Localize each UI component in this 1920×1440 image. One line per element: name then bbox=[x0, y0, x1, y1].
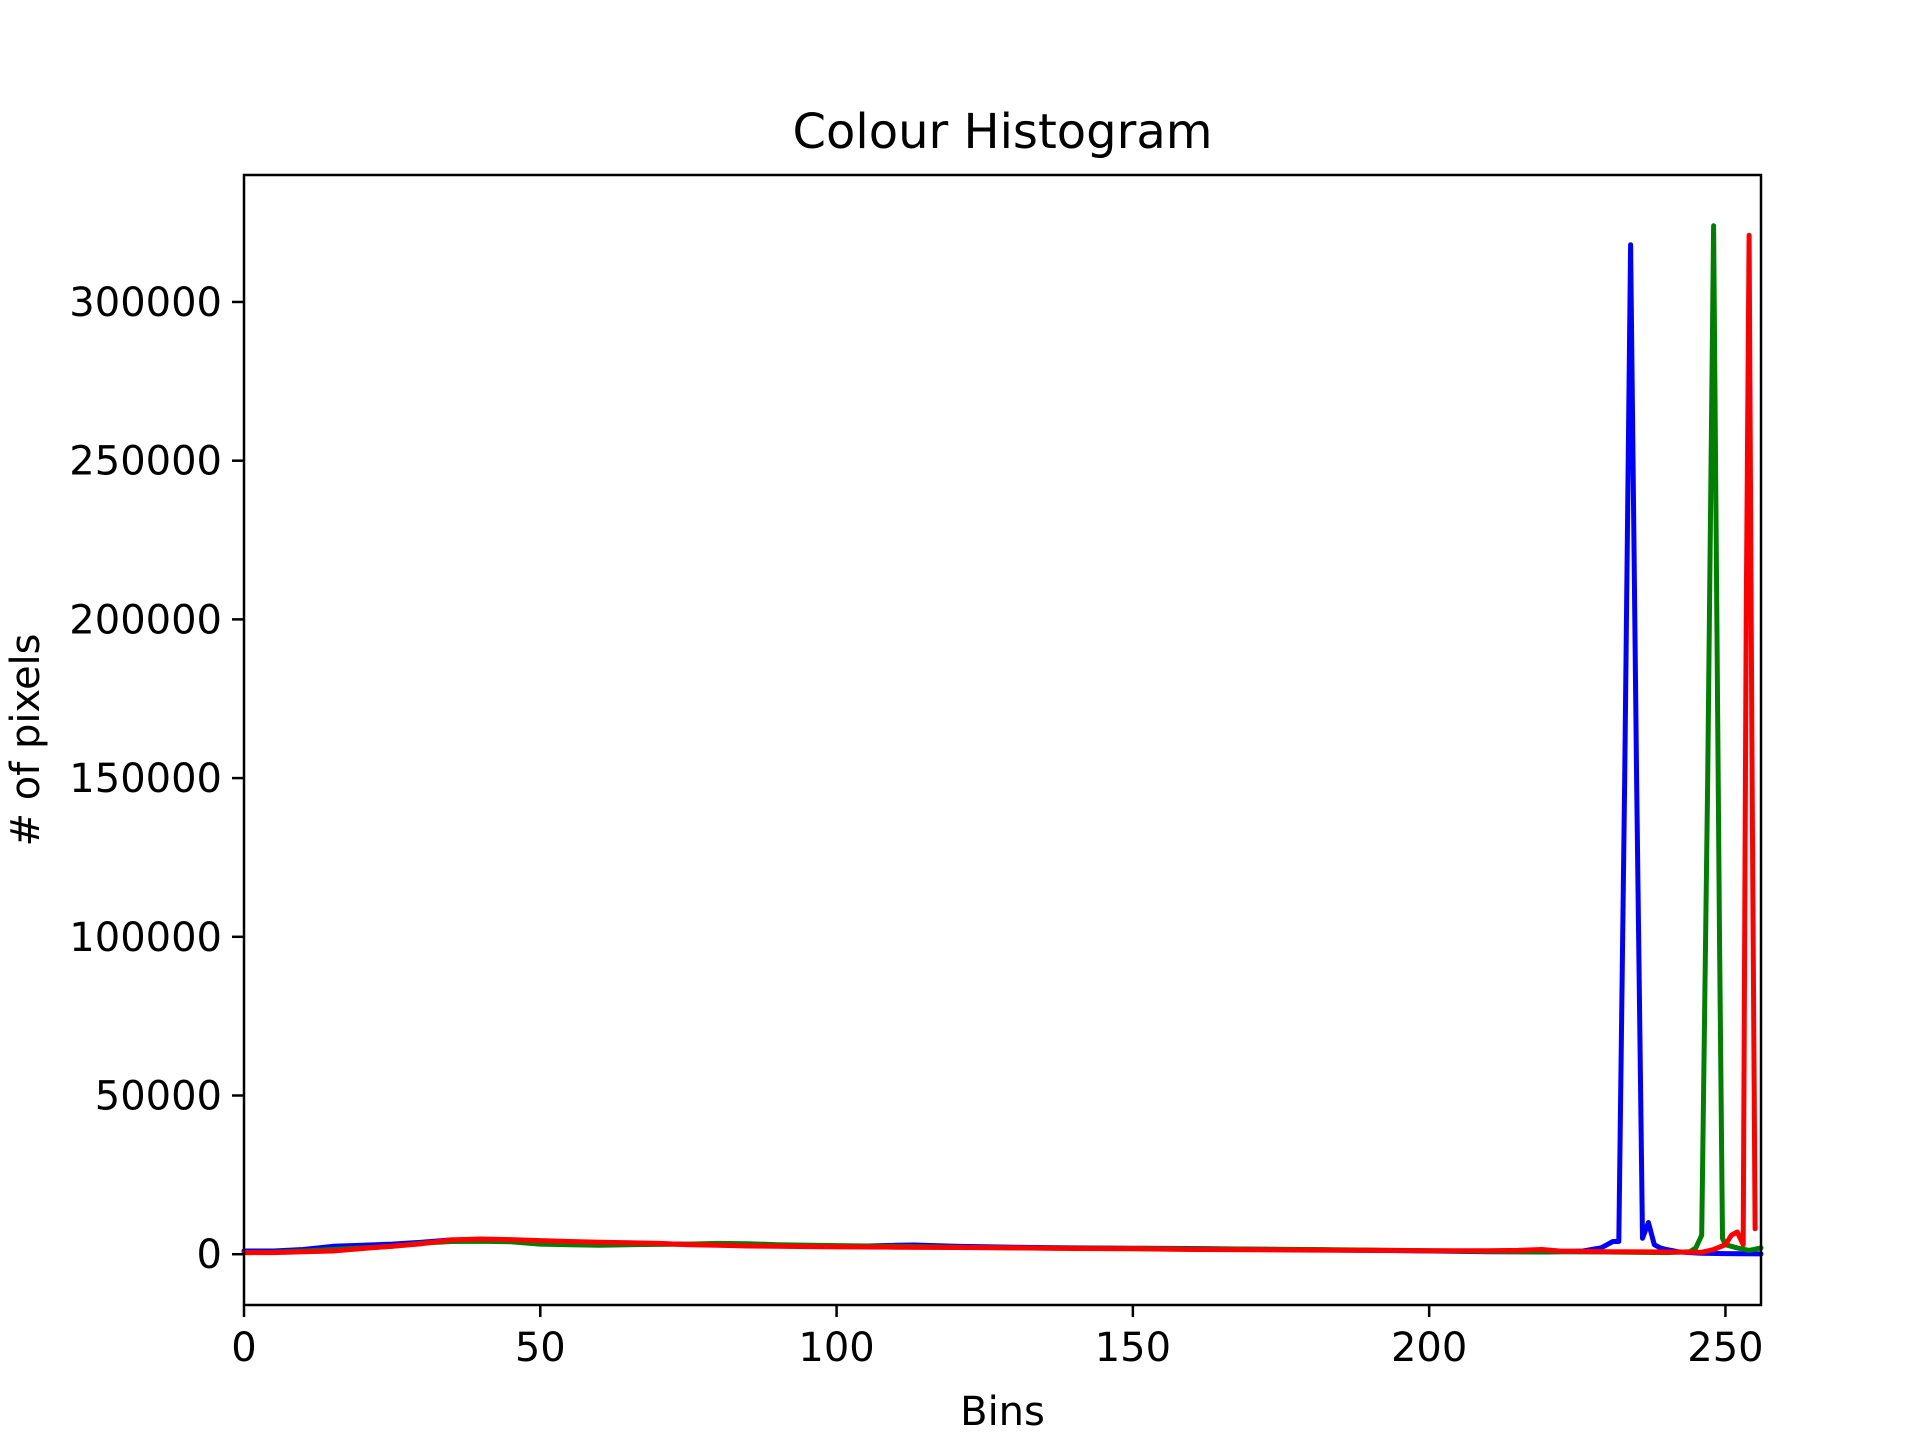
x-tick-label: 100 bbox=[798, 1325, 874, 1371]
y-tick-label: 200000 bbox=[69, 597, 222, 643]
x-tick-label: 150 bbox=[1095, 1325, 1171, 1371]
series-group bbox=[241, 223, 1764, 1257]
chart-title: Colour Histogram bbox=[793, 104, 1213, 160]
x-tick-label: 0 bbox=[231, 1325, 256, 1371]
series-line-2 bbox=[241, 232, 1758, 1256]
y-tick-label: 300000 bbox=[69, 280, 222, 326]
ticks-group: 0 50 100 150 200 250 0 50000 100000 150000 200000 2… bbox=[69, 280, 1763, 1371]
plot-frame bbox=[242, 173, 1763, 1307]
y-tick-label: 250000 bbox=[69, 439, 222, 485]
y-tick-label: 0 bbox=[197, 1232, 222, 1278]
y-tick-label: 100000 bbox=[69, 915, 222, 961]
series-line-1 bbox=[241, 223, 1764, 1256]
x-tick-label: 250 bbox=[1687, 1325, 1763, 1371]
x-tick-label: 200 bbox=[1391, 1325, 1467, 1371]
y-axis-title: # of pixels bbox=[3, 633, 49, 846]
y-tick-label: 50000 bbox=[95, 1074, 222, 1120]
y-tick-label: 150000 bbox=[69, 756, 222, 802]
series-line-0 bbox=[241, 242, 1764, 1257]
x-axis-title: Bins bbox=[960, 1389, 1045, 1435]
x-tick-label: 50 bbox=[515, 1325, 566, 1371]
